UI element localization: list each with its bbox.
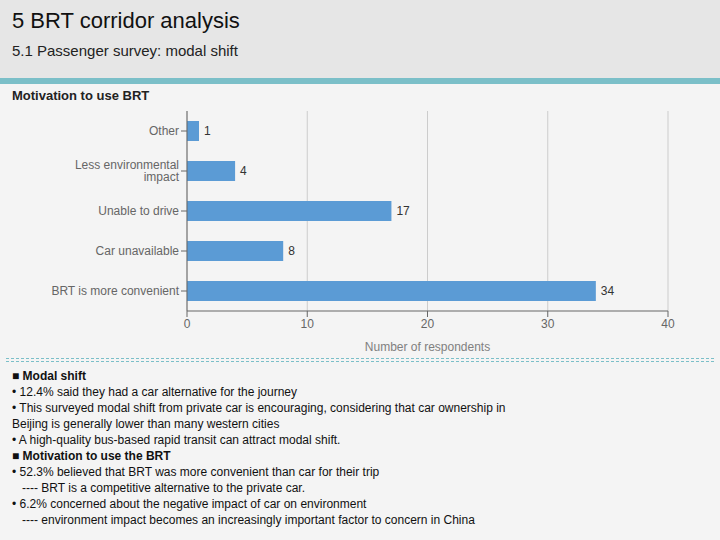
svg-text:10: 10 <box>301 317 315 331</box>
html-text:• This surveyed modal shift fr: • This surveyed modal shift from private… <box>12 401 506 415</box>
html-text:Beijing is generally lower tha: Beijing is generally lower than many wes… <box>12 417 280 431</box>
html-text:---- environment impact become: ---- environment impact becomes an incre… <box>12 513 475 527</box>
html-text:• 6.2% concerned about the neg: • 6.2% concerned about the negative impa… <box>12 497 367 511</box>
html-text:■ Motivation to use the BRT: ■ Motivation to use the BRT <box>12 449 171 463</box>
html-text:• 52.3% believed that BRT was: • 52.3% believed that BRT was more conve… <box>12 465 380 479</box>
svg-text:1: 1 <box>204 124 211 138</box>
svg-text:30: 30 <box>541 317 555 331</box>
html-text:Motivation to use BRT: Motivation to use BRT <box>12 88 150 103</box>
svg-text:BRT is more convenient: BRT is more convenient <box>51 284 179 298</box>
svg-text:Car unavailable: Car unavailable <box>96 244 180 258</box>
svg-text:8: 8 <box>288 244 295 258</box>
svg-text:34: 34 <box>601 284 615 298</box>
html-text:■ Modal shift: ■ Modal shift <box>12 369 86 383</box>
svg-text:40: 40 <box>661 317 675 331</box>
html-text:5 BRT corridor analysis: 5 BRT corridor analysis <box>12 8 240 33</box>
html-text:• A high-quality bus-based rap: • A high-quality bus-based rapid transit… <box>12 433 341 447</box>
svg-text:4: 4 <box>240 164 247 178</box>
svg-text:Unable to drive: Unable to drive <box>98 204 179 218</box>
svg-text:Number of respondents: Number of respondents <box>365 340 490 354</box>
html-text:• 12.4% said they had a car al: • 12.4% said they had a car alternative … <box>12 385 297 399</box>
html-text:5.1 Passenger survey: modal sh: 5.1 Passenger survey: modal shift <box>12 42 238 59</box>
svg-text:17: 17 <box>396 204 410 218</box>
svg-text:20: 20 <box>421 317 435 331</box>
html-text:---- BRT is a competitive alte: ---- BRT is a competitive alternative to… <box>12 481 305 495</box>
svg-text:Less environmentalimpact: Less environmentalimpact <box>75 158 180 184</box>
svg-text:0: 0 <box>184 317 191 331</box>
svg-text:Other: Other <box>149 124 179 138</box>
